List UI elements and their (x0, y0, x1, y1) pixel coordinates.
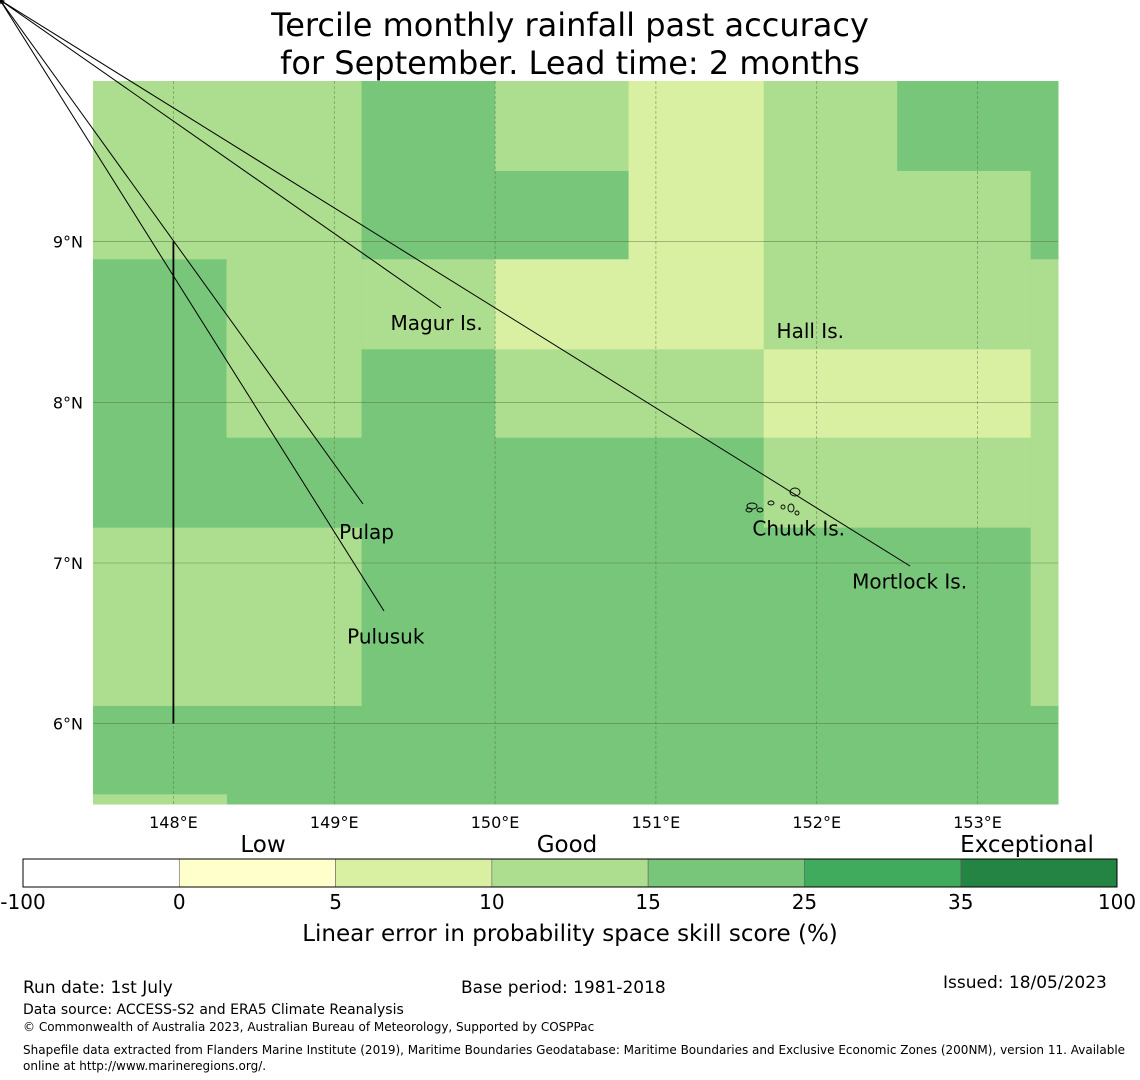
map-cell (763, 81, 898, 260)
map-cell (1030, 437, 1059, 529)
map-cell (1030, 81, 1059, 260)
colorbar-tick-label: 100 (1098, 890, 1136, 914)
map-cell (1030, 259, 1059, 439)
colorbar-bin (178, 858, 336, 888)
lon-tick-label: 148°E (149, 813, 198, 832)
map-title: Tercile monthly rainfall past accuracy f… (0, 6, 1140, 82)
colorbar-tick-label: 35 (948, 890, 973, 914)
map-cell (226, 259, 363, 439)
map-cell (495, 170, 630, 260)
map-cell (93, 437, 227, 529)
data-source: Data source: ACCESS-S2 and ERA5 Climate … (23, 1002, 404, 1018)
base-period: Base period: 1981-2018 (461, 978, 666, 998)
colorbar-tick-label: 15 (635, 890, 660, 914)
map-cell (361, 349, 496, 439)
map-cell (495, 259, 765, 350)
map-cell (897, 170, 1032, 260)
colorbar-bin (804, 858, 962, 888)
island-label: Chuuk Is. (752, 517, 845, 541)
map-cell (361, 527, 1032, 707)
lon-tick-label: 149°E (310, 813, 359, 832)
map-cell (93, 794, 227, 805)
colorbar-tick-label: 5 (329, 890, 342, 914)
lat-tick-label: 8°N (53, 393, 83, 412)
title-line-2: for September. Lead time: 2 months (280, 44, 860, 82)
map-cell (495, 81, 630, 172)
chuuk-islet-icon (745, 507, 753, 513)
title-line-1: Tercile monthly rainfall past accuracy (271, 6, 869, 44)
shapefile-credit: Shapefile data extracted from Flanders M… (23, 1043, 1126, 1073)
copyright: © Commonwealth of Australia 2023, Austra… (23, 1020, 595, 1034)
map-cell (628, 81, 765, 260)
lon-tick-label: 151°E (632, 813, 681, 832)
map-cell (361, 437, 765, 529)
map-cell (93, 81, 363, 260)
colorbar-tick-label: 0 (173, 890, 186, 914)
map-cell (93, 705, 1059, 805)
colorbar-bin (960, 858, 1118, 888)
issued-date: Issued: 18/05/2023 (943, 973, 1107, 993)
colorbar-tick-label: 25 (792, 890, 817, 914)
map-cell (763, 259, 1032, 350)
island-outline-icon (0, 0, 385, 612)
island-label: Mortlock Is. (852, 570, 967, 594)
island-outline-icon (0, 0, 911, 567)
colorbar-category-label: Good (537, 832, 598, 858)
map-cell (1030, 527, 1059, 707)
colorbar-frame (22, 858, 1118, 888)
island-label: Hall Is. (777, 319, 844, 343)
chuuk-islet-icon (780, 504, 786, 510)
run-date: Run date: 1st July (23, 978, 173, 998)
colorbar-bin (22, 858, 180, 888)
lon-tick-label: 152°E (792, 813, 841, 832)
map-cell (93, 527, 363, 707)
colorbar-axis-label: Linear error in probability space skill … (302, 921, 838, 947)
colorbar-tick-label: -100 (0, 890, 45, 914)
colorbar-bin (491, 858, 649, 888)
island-label: Pulusuk (347, 624, 425, 648)
lat-tick-label: 7°N (53, 554, 83, 573)
island-outline-icon (0, 0, 442, 309)
map-cell (495, 349, 765, 439)
chuuk-islet-icon (787, 503, 795, 513)
map-cell (93, 259, 227, 439)
lon-tick-label: 150°E (471, 813, 520, 832)
map-cell (226, 437, 363, 529)
map-cell (897, 81, 1032, 172)
map-cell (763, 437, 1032, 529)
lon-tick-label: 153°E (953, 813, 1002, 832)
colorbar-category-label: Low (240, 832, 285, 858)
island-label: Pulap (339, 520, 394, 544)
colorbar-category-label: Exceptional (960, 832, 1094, 858)
chuuk-islet-icon (794, 510, 800, 516)
map-cell (361, 81, 496, 260)
colorbar-bin (335, 858, 493, 888)
chuuk-islet-icon (767, 500, 775, 506)
lat-tick-label: 9°N (53, 233, 83, 252)
island-label: Magur Is. (391, 311, 483, 335)
colorbar-bin (647, 858, 805, 888)
chuuk-islet-icon (789, 487, 801, 497)
lat-tick-label: 6°N (53, 715, 83, 734)
map-cell (763, 349, 1032, 439)
colorbar-tick-label: 10 (479, 890, 504, 914)
chuuk-islet-icon (756, 507, 764, 513)
map-cell (361, 259, 496, 350)
